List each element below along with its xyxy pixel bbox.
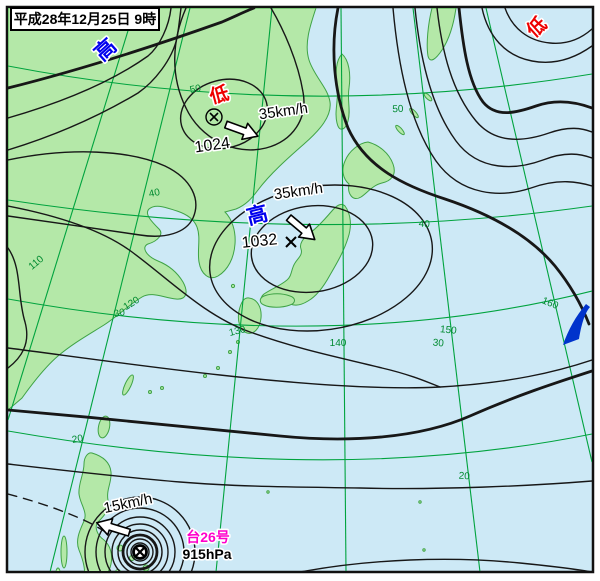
lat-label-30-e: 30: [432, 338, 444, 350]
meridian-150: [412, 8, 481, 571]
latitude-30: [8, 290, 592, 327]
isobar: [8, 8, 172, 119]
isobar: [436, 8, 592, 140]
isobar: [481, 8, 592, 63]
isobar: [8, 8, 182, 151]
land-taiwan: [97, 415, 111, 439]
land-asia-continent: [8, 8, 331, 411]
lon-label-130: 130: [228, 324, 247, 339]
isobar-high-inner: [250, 204, 374, 294]
high-main-pressure: 1032: [241, 231, 278, 252]
typhoon-isobar-rings: [84, 496, 196, 571]
latitude-40: [8, 199, 592, 226]
high-center-mark: [285, 236, 297, 248]
isobar: [414, 8, 592, 168]
land-kuril-1: [395, 124, 405, 136]
isobar-high-outer: [208, 184, 434, 332]
latitude-20: [8, 430, 592, 461]
low-center-mark: [205, 108, 223, 126]
typhoon-name: 台26号: [186, 529, 230, 545]
isobar: [8, 205, 441, 388]
isobar: [8, 463, 592, 490]
lat-label-50-e: 50: [392, 104, 404, 116]
chart-title-box: 平成28年12月25日 9時: [10, 7, 160, 31]
land-okinawa: [122, 374, 134, 396]
isobar: [457, 8, 592, 115]
lat-label-40-w: 40: [148, 187, 162, 200]
meridian-130: [215, 8, 273, 571]
land-shikoku: [259, 293, 295, 308]
lat-label-50-w: 50: [189, 83, 203, 96]
isobar: [392, 8, 592, 194]
lon-label-150: 150: [439, 324, 457, 337]
front-pennant-icon: [563, 304, 590, 345]
lon-label-140: 140: [330, 338, 347, 349]
meridian-140: [340, 8, 347, 571]
isobar: [8, 8, 256, 90]
lat-label-40-e: 40: [418, 219, 430, 231]
isobar: [332, 8, 591, 326]
typhoon-movement-arrow: [95, 517, 132, 537]
land-kamchatka: [426, 8, 457, 61]
isobar: [504, 8, 592, 45]
isobar: [8, 151, 197, 237]
lat-label-30-w: 30: [113, 307, 127, 320]
land-hokkaido: [342, 141, 395, 199]
movement-arrows: [95, 120, 316, 537]
isobar-low-outer: [174, 8, 305, 151]
graticule: [8, 8, 592, 571]
land-tsushima: [230, 283, 236, 289]
isobar: [301, 558, 591, 571]
low-movement-arrow: [223, 120, 259, 141]
high-movement-arrow: [285, 214, 316, 241]
land-kyushu: [237, 297, 262, 334]
typhoon-center-symbol: [132, 544, 148, 560]
chart-title: 平成28年12月25日 9時: [13, 11, 157, 27]
meridian-120: [49, 8, 191, 571]
graticule-labels: 50 50 40 40 30 30 20 20 110 120 130 140 …: [27, 83, 560, 482]
isobar-low-inner: [179, 78, 269, 150]
lat-label-20-w: 20: [71, 433, 84, 446]
typhoon-pressure: 915hPa: [182, 546, 231, 562]
lat-label-20-e: 20: [458, 471, 470, 483]
isobar: [8, 247, 28, 369]
meridian-160: [485, 8, 592, 463]
landmasses: [8, 8, 457, 571]
isobar: [8, 369, 592, 441]
latitude-50: [8, 65, 592, 97]
isobars: [8, 8, 592, 571]
isobar: [8, 347, 592, 389]
